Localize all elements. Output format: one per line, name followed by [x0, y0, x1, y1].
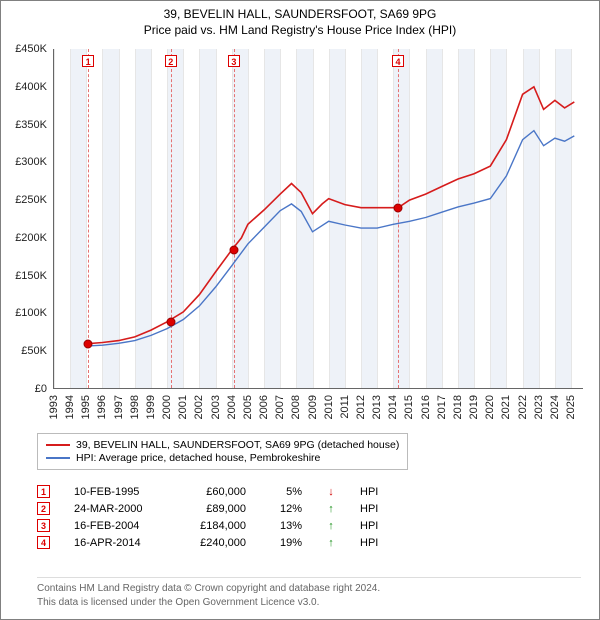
tx-vs-label: HPI — [360, 520, 384, 532]
tx-price: £184,000 — [186, 520, 246, 532]
x-axis-tick-label: 2011 — [339, 395, 351, 419]
x-axis-tick-label: 1999 — [145, 395, 157, 419]
tx-date: 24-MAR-2000 — [74, 503, 162, 515]
tx-marker: 1 — [37, 485, 50, 498]
x-axis-tick-label: 2002 — [193, 395, 205, 419]
y-axis-tick-label: £400K — [7, 81, 47, 93]
y-axis-tick-label: £100K — [7, 307, 47, 319]
x-axis-tick-label: 2010 — [323, 395, 335, 419]
event-dot — [166, 317, 175, 326]
x-axis-tick-label: 2016 — [420, 395, 432, 419]
tx-marker: 2 — [37, 502, 50, 515]
x-axis-tick-label: 1997 — [113, 395, 125, 419]
tx-marker: 3 — [37, 519, 50, 532]
y-axis-tick-label: £200K — [7, 232, 47, 244]
event-dot — [394, 203, 403, 212]
tx-price: £60,000 — [186, 486, 246, 498]
y-axis-tick-label: £0 — [7, 383, 47, 395]
x-axis-tick-label: 2015 — [403, 395, 415, 419]
x-axis-tick-label: 2001 — [177, 395, 189, 419]
x-axis-tick-label: 2004 — [226, 395, 238, 419]
tx-vs-label: HPI — [360, 486, 384, 498]
footer-line-1: Contains HM Land Registry data © Crown c… — [37, 583, 380, 594]
x-axis-tick-label: 2022 — [517, 395, 529, 419]
y-axis-tick-label: £50K — [7, 345, 47, 357]
chart-title-main: 39, BEVELIN HALL, SAUNDERSFOOT, SA69 9PG — [1, 7, 599, 21]
legend-row-hpi: HPI: Average price, detached house, Pemb… — [46, 452, 399, 464]
event-marker-box: 2 — [165, 55, 177, 67]
legend-label-hpi: HPI: Average price, detached house, Pemb… — [76, 452, 320, 464]
x-axis-tick-label: 2017 — [436, 395, 448, 419]
x-axis-tick-label: 1996 — [96, 395, 108, 419]
footer-line-2: This data is licensed under the Open Gov… — [37, 597, 319, 608]
x-axis-tick-label: 1994 — [64, 395, 76, 419]
event-dot — [229, 245, 238, 254]
legend-label-property: 39, BEVELIN HALL, SAUNDERSFOOT, SA69 9PG… — [76, 439, 399, 451]
x-axis-tick-label: 2014 — [387, 395, 399, 419]
plot-region: 1 2 3 4 — [53, 49, 583, 389]
y-axis-tick-label: £450K — [7, 43, 47, 55]
y-axis-tick-label: £250K — [7, 194, 47, 206]
x-axis-tick-label: 1993 — [48, 395, 60, 419]
tx-price: £89,000 — [186, 503, 246, 515]
x-axis-tick-label: 2006 — [258, 395, 270, 419]
x-axis-tick-label: 2019 — [468, 395, 480, 419]
series-line-property — [88, 87, 574, 344]
x-axis-tick-label: 2008 — [290, 395, 302, 419]
tx-diff-pct: 13% — [270, 520, 302, 532]
y-axis-tick-label: £300K — [7, 156, 47, 168]
arrow-down-icon: ↓ — [326, 486, 336, 498]
x-axis-tick-label: 2023 — [533, 395, 545, 419]
event-marker-box: 3 — [228, 55, 240, 67]
x-axis-tick-label: 2005 — [242, 395, 254, 419]
tx-vs-label: HPI — [360, 537, 384, 549]
chart-title-sub: Price paid vs. HM Land Registry's House … — [1, 23, 599, 37]
y-axis-tick-label: £150K — [7, 270, 47, 282]
x-axis-tick-label: 2025 — [565, 395, 577, 419]
transaction-row: 1 10-FEB-1995 £60,000 5% ↓ HPI — [37, 485, 384, 498]
tx-vs-label: HPI — [360, 503, 384, 515]
x-axis-tick-label: 2020 — [484, 395, 496, 419]
x-axis-tick-label: 2009 — [307, 395, 319, 419]
chart-footer: Contains HM Land Registry data © Crown c… — [37, 577, 581, 609]
x-axis-tick-label: 2013 — [371, 395, 383, 419]
y-axis-tick-label: £350K — [7, 119, 47, 131]
legend: 39, BEVELIN HALL, SAUNDERSFOOT, SA69 9PG… — [37, 433, 408, 470]
tx-marker: 4 — [37, 536, 50, 549]
tx-diff-pct: 12% — [270, 503, 302, 515]
arrow-up-icon: ↑ — [326, 537, 336, 549]
legend-swatch-hpi — [46, 457, 70, 459]
tx-diff-pct: 19% — [270, 537, 302, 549]
tx-diff-pct: 5% — [270, 486, 302, 498]
tx-date: 16-APR-2014 — [74, 537, 162, 549]
arrow-up-icon: ↑ — [326, 503, 336, 515]
tx-date: 16-FEB-2004 — [74, 520, 162, 532]
x-axis-tick-label: 2018 — [452, 395, 464, 419]
transaction-row: 2 24-MAR-2000 £89,000 12% ↑ HPI — [37, 502, 384, 515]
tx-date: 10-FEB-1995 — [74, 486, 162, 498]
x-axis-tick-label: 2024 — [549, 395, 561, 419]
event-marker-box: 1 — [82, 55, 94, 67]
event-marker-box: 4 — [392, 55, 404, 67]
series-line-hpi — [88, 131, 574, 346]
arrow-up-icon: ↑ — [326, 520, 336, 532]
legend-row-property: 39, BEVELIN HALL, SAUNDERSFOOT, SA69 9PG… — [46, 439, 399, 451]
tx-price: £240,000 — [186, 537, 246, 549]
x-axis-tick-label: 2012 — [355, 395, 367, 419]
transaction-row: 3 16-FEB-2004 £184,000 13% ↑ HPI — [37, 519, 384, 532]
line-series-svg — [54, 49, 584, 389]
transaction-row: 4 16-APR-2014 £240,000 19% ↑ HPI — [37, 536, 384, 549]
x-axis-tick-label: 2003 — [210, 395, 222, 419]
chart-frame: 39, BEVELIN HALL, SAUNDERSFOOT, SA69 9PG… — [0, 0, 600, 620]
x-axis-tick-label: 1995 — [80, 395, 92, 419]
x-axis-tick-label: 2021 — [500, 395, 512, 419]
x-axis-tick-label: 2007 — [274, 395, 286, 419]
transactions-table: 1 10-FEB-1995 £60,000 5% ↓ HPI 2 24-MAR-2000 £89… — [37, 481, 384, 553]
legend-swatch-property — [46, 444, 70, 446]
event-dot — [84, 339, 93, 348]
chart-area: 1234 £0£50K£100K£150K£200K£250K£300K£350… — [53, 49, 583, 389]
x-axis-tick-label: 1998 — [129, 395, 141, 419]
x-axis-tick-label: 2000 — [161, 395, 173, 419]
